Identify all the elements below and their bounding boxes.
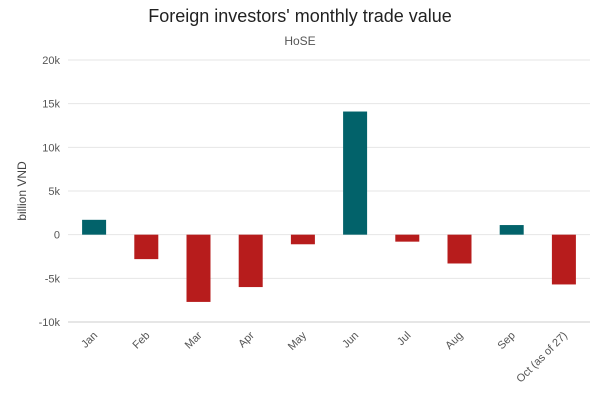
y-tick-label: -5k	[45, 273, 61, 285]
y-tick-label: -10k	[39, 317, 61, 329]
x-tick-label: Feb	[131, 330, 153, 352]
bar	[343, 111, 368, 235]
y-axis-title: billion VND	[15, 161, 29, 221]
bar	[499, 225, 524, 235]
x-tick-label: Mar	[183, 329, 205, 351]
x-tick-label: Sep	[495, 330, 517, 352]
y-tick-label: 10k	[42, 142, 60, 154]
x-tick-label: Aug	[443, 330, 465, 352]
y-tick-label: 20k	[42, 55, 60, 67]
y-tick-label: 5k	[48, 186, 60, 198]
bar	[238, 234, 263, 288]
x-tick-label: Apr	[236, 329, 257, 350]
x-tick-label: Jun	[340, 330, 361, 351]
bar	[186, 234, 211, 302]
bar	[395, 234, 420, 242]
bar	[290, 234, 315, 245]
chart-subtitle: HoSE	[284, 34, 316, 48]
bar	[447, 234, 472, 264]
bar	[134, 234, 159, 260]
x-tick-label: Jul	[395, 330, 413, 348]
bar	[551, 234, 576, 285]
x-tick-label: Oct (as of 27)	[514, 330, 570, 386]
chart-title: Foreign investors' monthly trade value	[148, 6, 452, 26]
y-tick-label: 15k	[42, 99, 60, 111]
x-tick-label: May	[286, 329, 310, 353]
bar	[82, 219, 107, 235]
y-tick-label: 0	[54, 230, 60, 242]
x-tick-label: Jan	[79, 330, 100, 351]
